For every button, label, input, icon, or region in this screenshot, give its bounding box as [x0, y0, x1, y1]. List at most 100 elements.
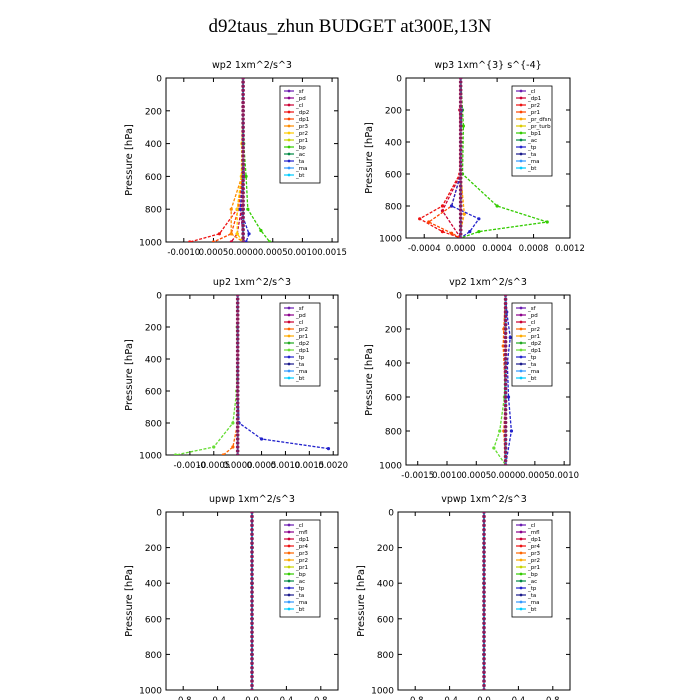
legend-label: _pr2	[527, 327, 540, 333]
legend-marker	[519, 593, 523, 597]
data-point	[482, 545, 486, 550]
data-point	[482, 541, 486, 545]
legend-label: _ma	[295, 600, 307, 606]
data-point	[250, 625, 254, 630]
data-point	[235, 441, 240, 445]
legend-label: _dp2	[527, 341, 541, 347]
legend-marker	[287, 138, 291, 142]
legend-label: _ta	[527, 362, 536, 368]
x-tick-label: -0.8	[175, 696, 192, 700]
series-line	[213, 78, 244, 242]
series-line	[460, 78, 548, 238]
data-point	[250, 652, 254, 657]
data-point	[503, 437, 508, 442]
data-point	[235, 433, 240, 437]
legend-marker	[519, 131, 523, 135]
y-tick-label: 200	[145, 324, 162, 334]
legend-marker	[287, 537, 291, 541]
data-point	[235, 333, 240, 337]
data-point	[235, 337, 240, 341]
data-point	[241, 141, 245, 146]
data-point	[458, 236, 463, 238]
legend-marker	[519, 159, 523, 163]
data-point	[482, 590, 486, 594]
data-point	[503, 339, 508, 344]
legend-label: _ta	[527, 593, 536, 599]
plot-frame	[405, 294, 571, 466]
data-point	[241, 154, 245, 158]
data-point	[482, 514, 486, 519]
legend-label: _pr3	[527, 551, 541, 557]
data-point	[482, 563, 486, 568]
series-line	[175, 295, 239, 455]
legend-marker	[519, 523, 523, 527]
legend-label: _cl	[295, 103, 304, 109]
legend-marker	[287, 145, 291, 149]
x-tick-label: -0.0005	[197, 461, 230, 471]
x-tick-label: 0.0000	[446, 244, 476, 254]
legend-label: _dp2	[295, 341, 309, 347]
data-point	[241, 178, 245, 183]
data-point	[482, 608, 486, 612]
data-point	[250, 550, 254, 554]
legend-box	[511, 302, 553, 387]
data-point	[458, 132, 463, 136]
data-point	[241, 240, 245, 242]
data-point	[241, 84, 245, 88]
x-tick-label: 0.8	[546, 696, 560, 700]
data-point	[503, 450, 508, 455]
legend-marker	[287, 327, 291, 331]
legend-label: _ma	[295, 369, 307, 375]
data-point	[482, 688, 486, 690]
legend-label: _pr4	[527, 544, 541, 550]
data-point	[503, 335, 508, 340]
page-title: d92taus_zhun BUDGET at300E,13N	[208, 16, 492, 37]
legend-marker	[287, 320, 291, 324]
legend-marker	[519, 124, 523, 128]
data-point	[268, 240, 272, 242]
data-point	[211, 240, 216, 242]
y-tick-label: 800	[385, 203, 402, 213]
legend-label: _pr3	[295, 551, 309, 557]
data-point	[235, 413, 240, 417]
y-axis-label: Pressure [hPa]	[124, 339, 135, 411]
data-point	[503, 365, 508, 370]
legend-marker	[519, 138, 523, 142]
data-point	[458, 176, 463, 180]
data-point	[482, 599, 486, 603]
legend-marker	[287, 355, 291, 359]
legend-label: _cl	[527, 320, 536, 326]
legend-label: _pr_turb	[527, 124, 551, 130]
x-tick-label: 0.0000	[228, 248, 258, 258]
data-point	[498, 429, 502, 433]
data-point	[250, 643, 254, 648]
y-tick-label: 0	[156, 292, 162, 302]
y-axis-label: Pressure [hPa]	[124, 565, 135, 637]
data-point	[468, 230, 472, 234]
data-point	[221, 453, 225, 455]
data-point	[247, 232, 251, 236]
data-point	[503, 454, 508, 459]
y-axis-label: Pressure [hPa]	[364, 344, 375, 416]
data-point	[229, 240, 233, 242]
x-tick-label: 0.0005	[520, 471, 550, 481]
legend-marker	[287, 579, 291, 583]
legend-label: _bt	[295, 173, 305, 179]
legend-marker	[519, 369, 523, 373]
plot-frame	[165, 77, 339, 243]
data-point	[250, 688, 254, 690]
data-point	[503, 463, 508, 465]
data-point	[250, 536, 254, 541]
data-point	[241, 166, 245, 170]
data-point	[235, 373, 240, 377]
y-tick-label: 1000	[379, 462, 402, 472]
data-point	[458, 100, 463, 104]
legend-label: _pr4	[295, 544, 309, 550]
x-tick-label: 0.0005	[199, 248, 229, 258]
y-tick-label: 200	[385, 326, 402, 336]
legend-box	[279, 85, 321, 184]
legend-marker	[519, 313, 523, 317]
legend: _sf_pd_cl_pr2_pr1_dp2_dp1_tp_ta_ma_bt	[279, 302, 321, 387]
data-point	[250, 639, 254, 643]
y-tick-label: 600	[145, 615, 162, 625]
